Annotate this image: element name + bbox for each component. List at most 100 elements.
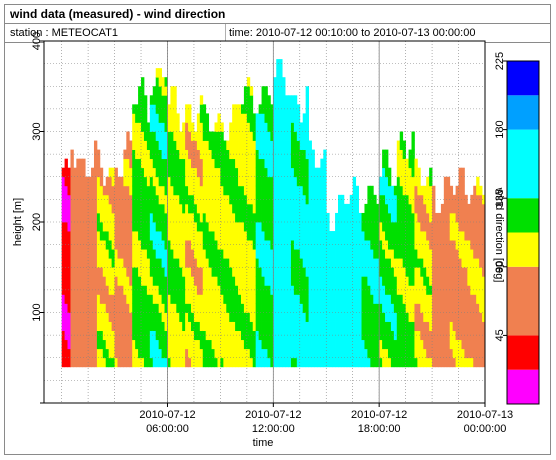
heatmap-cell [452,231,456,241]
heatmap-cell [211,258,215,268]
heatmap-cell [132,276,136,286]
heatmap-cell [452,240,456,250]
heatmap-cell [158,86,162,96]
heatmap-cell [126,203,130,214]
heatmap-cell [191,176,195,187]
heatmap-cell [308,231,312,241]
heatmap-cell [399,231,404,241]
heatmap-cell [393,321,398,331]
heatmap-cell [264,95,268,105]
heatmap-cell [296,131,301,141]
heatmap-cell [214,140,218,150]
heatmap-cell [367,276,371,286]
heatmap-cell [308,249,312,259]
heatmap-cell [435,249,439,259]
heatmap-cell [138,276,142,286]
heatmap-cell [155,185,160,196]
heatmap-cell [117,176,121,187]
heatmap-cell [205,285,210,295]
heatmap-cell [279,267,283,277]
heatmap-cell [288,194,292,205]
heatmap-cell [167,203,171,214]
heatmap-cell [288,149,292,160]
heatmap-cell [420,203,424,214]
heatmap-cell [482,348,486,359]
heatmap-cell [170,330,174,341]
heatmap-cell [214,212,218,223]
heatmap-cell [326,258,330,268]
heatmap-cell [173,348,177,359]
heatmap-cell [143,104,148,114]
heatmap-cell [426,185,430,196]
heatmap-cell [279,212,283,223]
heatmap-cell [349,240,354,250]
heatmap-cell [399,276,404,286]
heatmap-cell [308,303,312,313]
heatmap-cell [417,357,421,368]
heatmap-cell [141,357,145,368]
heatmap-cell [179,176,183,187]
heatmap-cell [385,357,389,368]
heatmap-cell [132,158,136,169]
heatmap-cell [185,104,189,114]
heatmap-cell [335,348,339,359]
heatmap-cell [361,249,365,259]
heatmap-cell [193,258,198,268]
heatmap-cell [120,303,124,313]
heatmap-cell [205,149,210,160]
heatmap-cell [288,348,292,359]
heatmap-cell [326,212,330,223]
heatmap-cell [305,86,309,96]
heatmap-cell [449,276,454,286]
heatmap-cell [161,249,165,259]
heatmap-cell [264,222,268,232]
heatmap-cell [246,339,251,350]
heatmap-cell [243,294,248,304]
heatmap-cell [141,194,145,205]
heatmap-cell [390,357,395,368]
heatmap-cell [355,194,359,205]
heatmap-cell [285,312,289,322]
heatmap-cell [288,231,292,241]
heatmap-cell [193,339,198,350]
heatmap-cell [211,194,215,205]
heatmap-cell [364,285,368,295]
heatmap-cell [273,86,277,96]
heatmap-cell [399,267,404,277]
heatmap-cell [141,339,145,350]
heatmap-cell [240,167,245,178]
heatmap-cell [437,348,442,359]
heatmap-cell [220,321,224,331]
heatmap-cell [273,149,277,160]
heatmap-cell [482,258,486,268]
heatmap-cell [473,294,477,304]
heatmap-cell [243,357,248,368]
heatmap-cell [346,348,351,359]
heatmap-cell [108,212,113,223]
heatmap-cell [217,357,221,368]
heatmap-cell [367,312,371,322]
heatmap-cell [273,348,277,359]
heatmap-cell [167,339,171,350]
heatmap-cell [290,158,295,169]
heatmap-cell [264,176,268,187]
heatmap-cell [129,348,133,359]
heatmap-cell [370,194,374,205]
heatmap-cell [411,303,415,313]
heatmap-cell [123,203,127,214]
heatmap-cell [355,249,359,259]
heatmap-cell [437,330,442,341]
heatmap-cell [290,104,295,114]
heatmap-cell [467,203,471,214]
heatmap-cell [479,312,483,322]
heatmap-cell [282,203,286,214]
heatmap-cell [367,267,371,277]
heatmap-cell [143,113,148,123]
heatmap-cell [279,95,283,105]
heatmap-cell [411,212,415,223]
heatmap-cell [279,276,283,286]
heatmap-cell [293,176,298,187]
heatmap-cell [402,348,407,359]
heatmap-cell [379,267,383,277]
heatmap-cell [196,294,201,304]
